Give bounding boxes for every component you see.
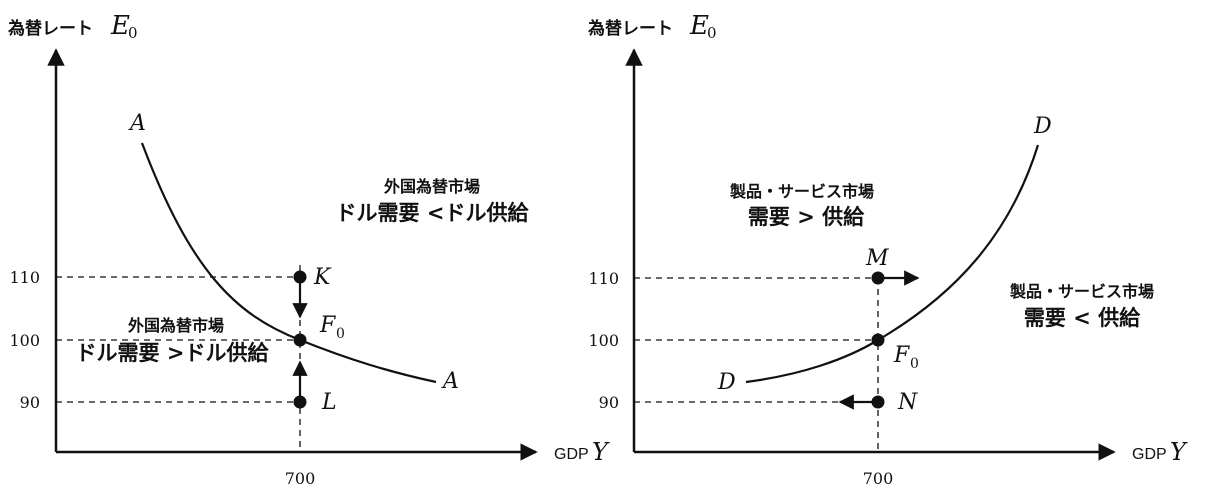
right-point-F-label: F bbox=[893, 343, 910, 368]
right-upper-region-title: 製品・サービス市場 bbox=[729, 182, 874, 201]
right-lower-region-title: 製品・サービス市場 bbox=[1009, 282, 1154, 301]
right-tick-700: 700 bbox=[863, 469, 894, 488]
left-panel: 為替レート E 0 GDP Y 110 100 90 700 A A bbox=[8, 11, 610, 488]
right-point-M-label: M bbox=[865, 246, 889, 271]
right-curve-D bbox=[745, 144, 1040, 384]
left-x-axis-label: GDP bbox=[554, 446, 589, 463]
right-lower-region-text: 需要 < 供給 bbox=[1024, 306, 1141, 330]
right-curve-label-top: D bbox=[1033, 114, 1052, 139]
left-point-L-label: L bbox=[321, 390, 337, 415]
left-lower-region-title: 外国為替市場 bbox=[127, 316, 224, 335]
right-guide-lines bbox=[634, 277, 879, 452]
right-y-axis-subscript: 0 bbox=[707, 24, 717, 42]
left-curve-label-top: A bbox=[128, 111, 146, 136]
left-lower-region-text: ドル需要 >ドル供給 bbox=[76, 341, 270, 365]
right-upper-region-text: 需要 > 供給 bbox=[748, 205, 865, 229]
left-curve-label-bottom: A bbox=[441, 369, 459, 394]
right-tick-110: 110 bbox=[588, 269, 619, 288]
left-point-F0-dot bbox=[293, 333, 307, 347]
right-tick-90: 90 bbox=[599, 393, 619, 412]
left-guide-lines bbox=[56, 265, 301, 452]
right-tick-100: 100 bbox=[588, 331, 619, 350]
left-y-axis-label: 為替レート bbox=[8, 18, 93, 39]
left-tick-90: 90 bbox=[20, 393, 40, 412]
right-point-F-subscript: 0 bbox=[910, 356, 919, 372]
left-x-axis-symbol: Y bbox=[592, 438, 610, 466]
left-upper-region-title: 外国為替市場 bbox=[383, 177, 480, 196]
left-tick-110: 110 bbox=[9, 268, 40, 287]
right-point-F0-dot bbox=[871, 333, 885, 347]
right-point-N-dot bbox=[871, 395, 885, 409]
left-point-L-dot bbox=[293, 395, 307, 409]
right-panel: 為替レート E 0 GDP Y 110 100 90 700 D D bbox=[588, 11, 1188, 488]
left-tick-100: 100 bbox=[9, 331, 40, 350]
right-curve-label-bottom: D bbox=[717, 370, 736, 395]
right-x-axis-label: GDP bbox=[1132, 446, 1167, 463]
right-point-M-dot bbox=[871, 271, 885, 285]
left-point-F-subscript: 0 bbox=[336, 326, 345, 342]
left-y-axis-symbol: E bbox=[110, 11, 130, 41]
left-point-K-label: K bbox=[313, 265, 332, 290]
left-upper-region-text: ドル需要 <ドル供給 bbox=[336, 201, 530, 225]
left-y-axis-subscript: 0 bbox=[128, 24, 138, 42]
right-point-N-label: N bbox=[897, 390, 918, 415]
left-point-F-label: F bbox=[319, 313, 336, 338]
right-y-axis-label: 為替レート bbox=[588, 18, 673, 39]
left-point-K-dot bbox=[293, 270, 307, 284]
left-curve-A bbox=[140, 142, 437, 384]
right-x-axis-symbol: Y bbox=[1170, 438, 1188, 466]
right-y-axis-symbol: E bbox=[689, 11, 709, 41]
left-tick-700: 700 bbox=[285, 469, 316, 488]
